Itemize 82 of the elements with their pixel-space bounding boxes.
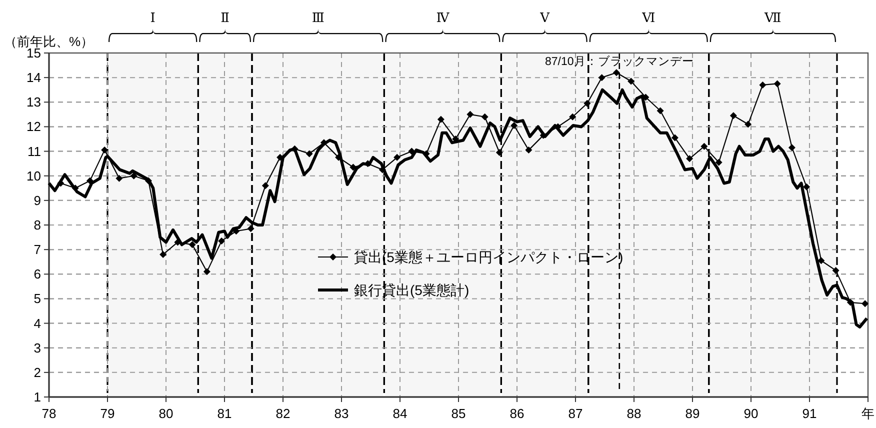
- point: [116, 174, 123, 182]
- point: [510, 122, 518, 129]
- point: [291, 145, 298, 152]
- y-tick-label: 11: [28, 144, 41, 159]
- point: [350, 164, 357, 171]
- point: [160, 250, 167, 258]
- point: [569, 113, 576, 120]
- y-tick-label: 4: [34, 316, 41, 331]
- band-label: Ⅲ: [312, 10, 324, 25]
- point: [72, 184, 79, 192]
- x-tick-label: 86: [510, 406, 524, 421]
- point: [130, 172, 138, 180]
- point: [700, 142, 708, 150]
- point: [525, 146, 532, 154]
- x-tick-label: 85: [451, 406, 466, 421]
- point: [247, 225, 254, 232]
- y-tick-label: 3: [34, 340, 41, 356]
- point: [437, 116, 444, 123]
- x-tick-label: 87: [568, 406, 583, 421]
- y-tick-label: 7: [34, 242, 41, 258]
- point: [364, 160, 372, 168]
- y-tick-label: 12: [26, 119, 41, 134]
- point: [656, 107, 664, 114]
- band-label: Ⅳ: [436, 10, 450, 25]
- point: [496, 149, 503, 156]
- point: [628, 78, 635, 85]
- point: [466, 110, 474, 118]
- y-tick-label: 2: [34, 364, 41, 380]
- band-label: Ⅱ: [220, 10, 230, 25]
- point: [759, 81, 766, 88]
- point: [730, 112, 737, 120]
- point: [832, 266, 840, 274]
- band-label: Ⅶ: [764, 10, 782, 25]
- point: [86, 177, 94, 184]
- point: [818, 257, 825, 264]
- x-tick-label: 90: [744, 406, 758, 421]
- point: [846, 298, 854, 306]
- band-label: Ⅴ: [539, 10, 550, 25]
- x-tick-label: 80: [158, 406, 174, 421]
- point: [744, 120, 752, 128]
- point: [203, 268, 210, 276]
- y-tick-label: 14: [26, 70, 41, 86]
- x-tick-label: 82: [276, 406, 290, 421]
- point: [218, 237, 226, 244]
- ref-line-label: 87/10月：ブラックマンデー: [544, 54, 694, 68]
- y-tick-label: 8: [34, 218, 41, 232]
- x-tick-label: 78: [42, 406, 56, 421]
- point: [101, 146, 108, 154]
- point: [598, 74, 606, 82]
- point: [378, 166, 386, 174]
- point: [481, 113, 488, 120]
- point: [394, 154, 401, 161]
- point: [774, 80, 781, 88]
- point: [803, 183, 810, 190]
- band-label: Ⅵ: [641, 10, 656, 25]
- band-label: Ⅰ: [150, 10, 156, 25]
- y-tick-label: 6: [34, 266, 41, 282]
- point: [188, 241, 196, 248]
- point: [686, 155, 694, 162]
- x-tick-label: 83: [334, 406, 349, 421]
- x-tick-label: 81: [217, 406, 232, 421]
- point: [715, 158, 722, 166]
- point: [408, 148, 416, 155]
- y-tick-label: 5: [34, 291, 41, 306]
- point: [584, 100, 591, 107]
- x-tick-label: 88: [626, 406, 642, 421]
- point: [862, 300, 869, 308]
- y-tick-label: 9: [34, 192, 41, 208]
- y-tick-label: 1: [34, 390, 41, 404]
- point: [612, 69, 620, 76]
- point: [262, 182, 269, 190]
- point: [788, 144, 796, 152]
- x-tick-label: 84: [392, 406, 408, 421]
- x-tick-label: 89: [685, 406, 700, 421]
- y-tick-label: 10: [26, 168, 41, 184]
- point: [671, 134, 678, 142]
- point: [306, 150, 313, 158]
- x-tick-label: 79: [100, 406, 115, 421]
- x-tick-label: 年: [862, 406, 874, 421]
- point: [144, 177, 152, 184]
- x-tick-label: 91: [802, 406, 817, 421]
- y-tick-label: 13: [26, 94, 41, 110]
